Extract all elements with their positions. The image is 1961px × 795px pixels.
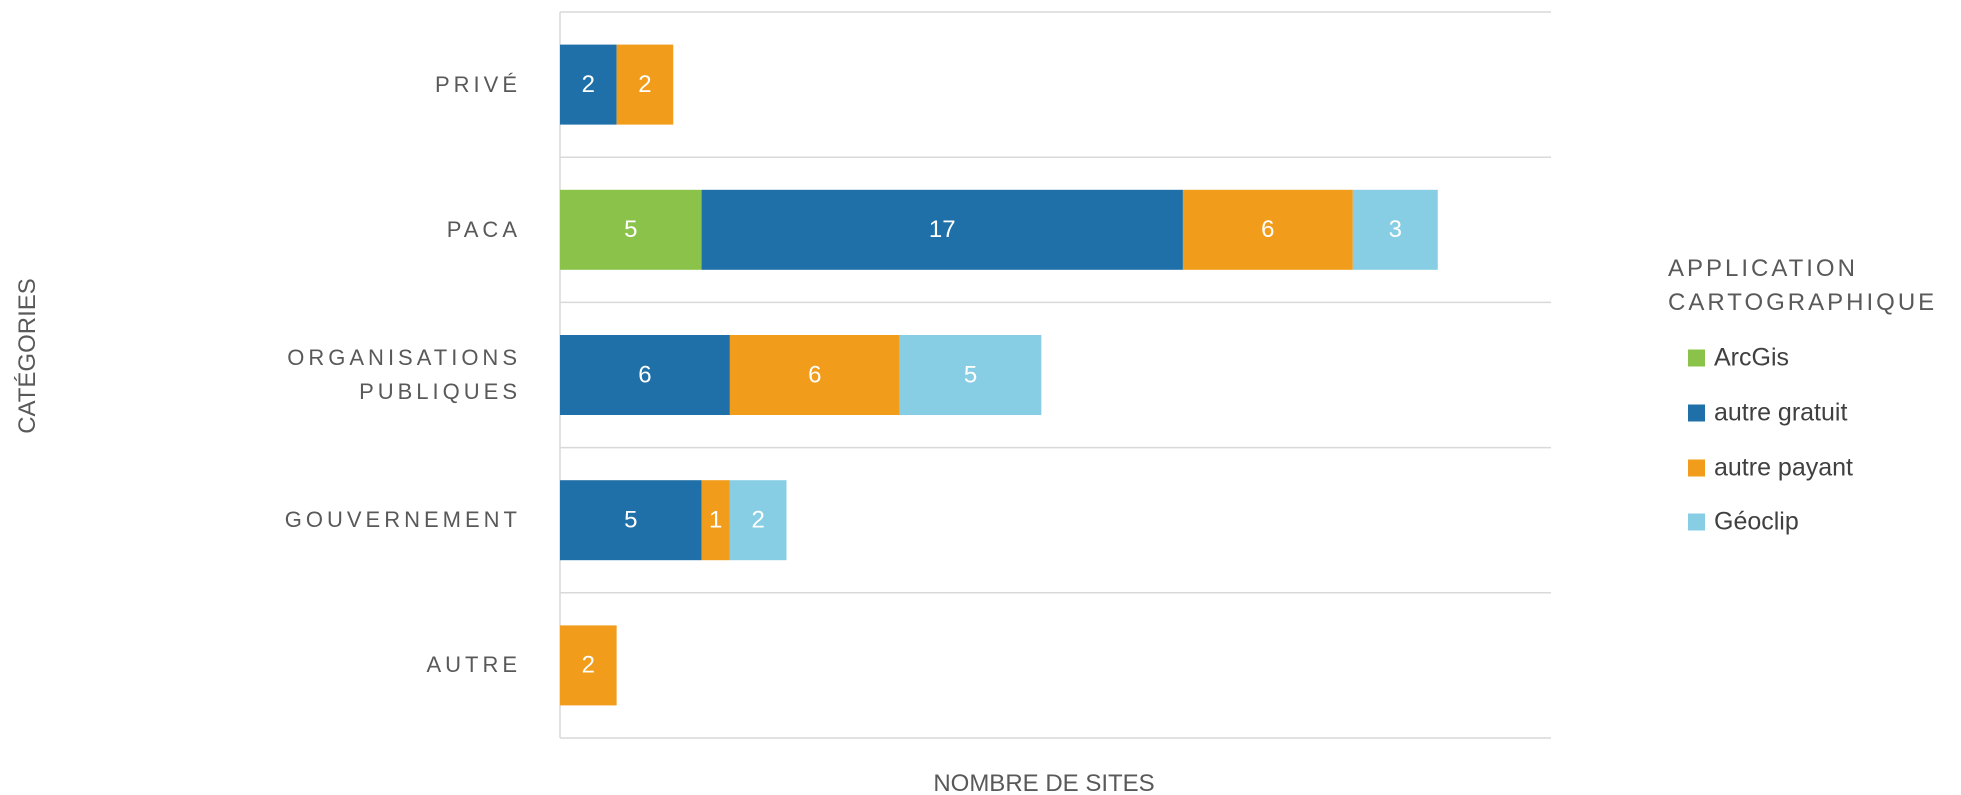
- bar-segment: [701, 189, 1183, 270]
- y-tick-label: GOUVERNEMENT: [284, 507, 521, 533]
- y-tick-label: PACA: [446, 216, 521, 242]
- data-label: 17: [929, 216, 956, 243]
- legend-label: autre gratuit: [1714, 398, 1848, 427]
- x-axis-title: NOMBRE DE SITES: [933, 770, 1155, 795]
- bar-segment: [560, 335, 730, 415]
- legend-swatch: [1688, 349, 1705, 367]
- y-axis-title: CATÉGORIES: [14, 278, 41, 434]
- data-label: 6: [1261, 216, 1274, 243]
- data-label: 3: [1389, 216, 1402, 243]
- bar-segment: [729, 480, 787, 561]
- bar-segment: [560, 480, 702, 561]
- data-label: 5: [964, 361, 977, 388]
- data-label: 6: [638, 361, 651, 388]
- data-label: 2: [638, 71, 651, 98]
- bar-segment: [616, 44, 674, 125]
- bar-segment: [729, 335, 900, 415]
- data-label: 5: [624, 216, 637, 243]
- data-label: 5: [624, 507, 637, 534]
- data-label: 2: [582, 71, 595, 98]
- legend-swatch: [1688, 404, 1705, 422]
- bar-segment: [701, 480, 730, 561]
- bar-segment: [560, 44, 617, 125]
- y-tick-label: PRIVÉ: [434, 71, 521, 97]
- bar-segment: [560, 625, 617, 706]
- bar-segment: [899, 335, 1042, 415]
- bar-segment: [1352, 189, 1438, 270]
- legend-label: autre payant: [1714, 453, 1853, 482]
- bar-segment: [560, 189, 702, 270]
- data-label: 2: [582, 652, 595, 679]
- legend-label: Géoclip: [1714, 507, 1799, 536]
- data-label: 1: [709, 507, 722, 534]
- y-tick-label: AUTRE: [426, 652, 521, 678]
- legend-swatch: [1688, 513, 1705, 531]
- data-label: 6: [808, 361, 821, 388]
- legend-title: APPLICATION CARTOGRAPHIQUE: [1668, 255, 1938, 316]
- legend-swatch: [1688, 459, 1705, 477]
- data-label: 2: [752, 507, 765, 534]
- legend-label: ArcGis: [1714, 343, 1789, 372]
- bar-segment: [1182, 189, 1353, 270]
- y-tick-label: ORGANISATIONS PUBLIQUES: [287, 345, 521, 404]
